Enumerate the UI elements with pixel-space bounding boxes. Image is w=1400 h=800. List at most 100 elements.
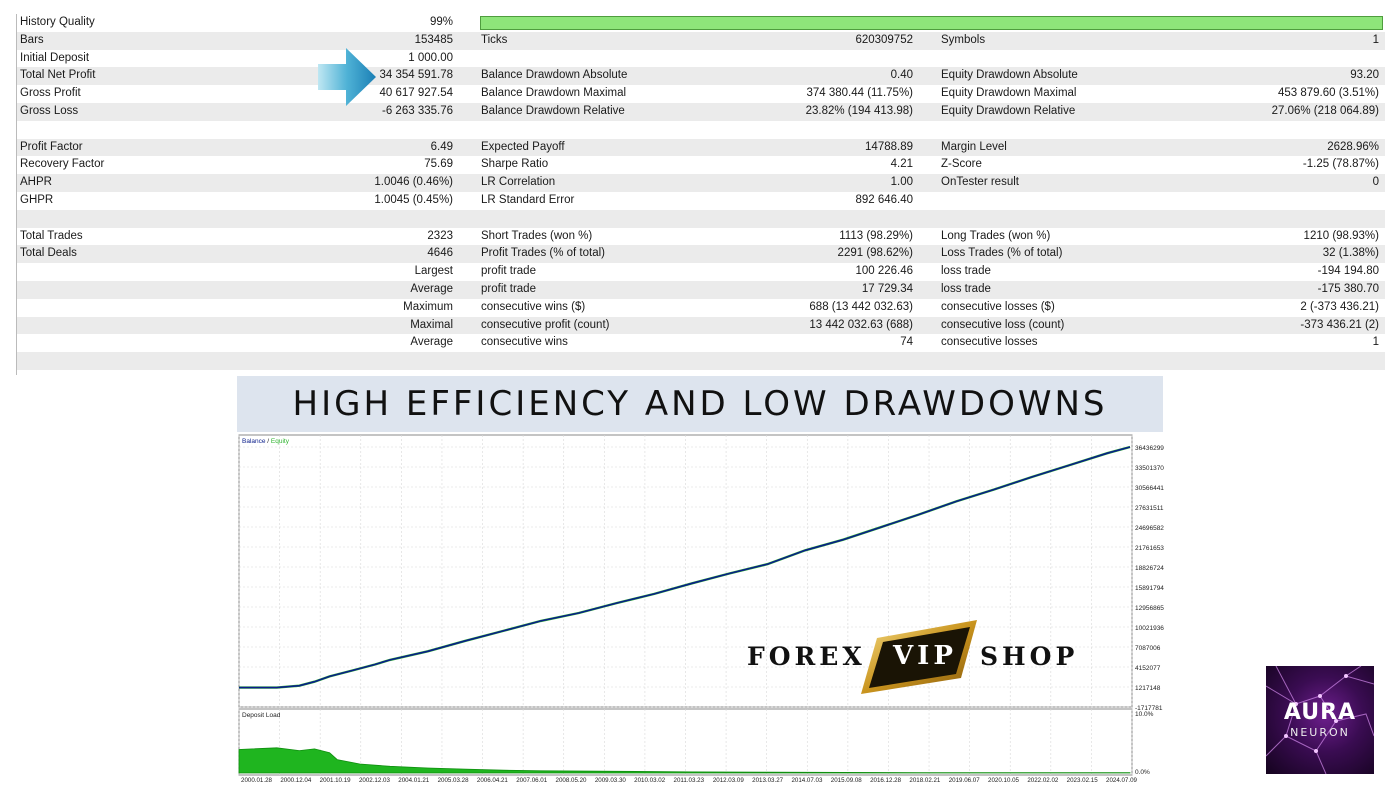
report-row: Gross Loss -6 263 335.76 Balance Drawdown … [17,103,1385,121]
report-row [17,209,1385,228]
report-row [17,352,1385,370]
y-tick-label: 30566441 [1135,485,1164,492]
report-label: Initial Deposit [20,51,90,64]
report-row: Maximum consecutive wins ($) 688 (13 442 0… [17,299,1385,317]
report-label: Profit Factor [20,140,83,153]
report-value: Average [410,283,453,295]
arrow-right-icon [318,48,376,106]
report-row: Average profit trade 17 729.34 loss trade -1… [17,281,1385,299]
report-value: 2323 [427,229,453,242]
report-value: 1.0045 (0.45%) [374,194,453,206]
report-value: 40 617 927.54 [379,87,453,100]
report-row [17,121,1385,139]
report-value: 892 646.40 [855,194,913,206]
deposit-load-title: Deposit Load [242,712,281,719]
report-value: 2 (-373 436.21) [1300,300,1379,313]
legend-separator: / [266,438,271,445]
report-value: -175 380.70 [1317,283,1379,295]
report-row: AHPR 1.0046 (0.46%) LR Correlation 1.00 OnTe… [17,174,1385,192]
report-label: Symbols [941,33,986,46]
report-value: Maximal [410,318,453,331]
x-tick-label: 2019.06.07 [949,777,981,784]
report-value: 23.82% (194 413.98) [805,105,913,117]
report-label: consecutive profit (count) [481,318,610,331]
report-label: Total Deals [20,247,77,260]
report-label: Gross Loss [20,105,79,117]
report-value: -194 194.80 [1317,265,1379,278]
report-label: consecutive wins [481,336,568,349]
report-value: 74 [900,336,913,349]
x-tick-label: 2024.07.09 [1106,777,1138,784]
x-tick-label: 2011.03.23 [674,777,705,784]
y-tick-label: 12956865 [1135,605,1164,612]
logo-word-forex: FOREX [747,642,866,671]
report-label: Profit Trades (% of total) [481,247,605,260]
report-value: 93.20 [1350,69,1379,82]
chart-legend: Balance / Equity [242,438,290,445]
balance-equity-chart: 36436299 33501370 30566441 27631511 24696582… [238,434,1164,784]
x-tick-label: 2010.03.02 [634,777,666,784]
report-value: -373 436.21 (2) [1300,318,1379,331]
report-row: Total Deals 4646 Profit Trades (% of total… [17,245,1385,264]
report-label: consecutive losses [941,336,1038,349]
report-row: Bars 153485 Ticks 620309752 Symbols 1 [17,31,1385,50]
report-label: consecutive wins ($) [481,300,586,313]
y-tick-label: 24696582 [1135,525,1164,532]
report-label: Total Trades [20,229,83,242]
report-label: Margin Level [941,140,1007,153]
report-row: Total Trades 2323 Short Trades (won %) 1113… [17,228,1385,246]
report-value: 1 [1372,336,1379,349]
report-row: GHPR 1.0045 (0.45%) LR Standard Error 892 6… [17,192,1385,210]
report-label: Bars [20,33,44,46]
x-tick-label: 2009.03.30 [595,777,627,784]
report-value: 688 (13 442 032.63) [809,300,913,313]
x-tick-label: 2002.12.03 [359,777,391,784]
report-value: 2291 (98.62%) [837,247,913,260]
report-label: Gross Profit [20,87,81,100]
load-tick-label: 10.0% [1135,711,1154,718]
report-value: 1.00 [890,176,913,189]
report-value: 75.69 [424,158,453,171]
report-table: History Quality 99% Bars 153485 Ticks 6203097… [16,14,1385,375]
x-tick-label: 2023.02.15 [1067,777,1099,784]
report-value: 2628.96% [1327,140,1379,153]
headline-text: HIGH EFFICIENCY AND LOW DRAWDOWNS [292,384,1108,424]
load-tick-label: 0.0% [1135,769,1150,776]
report-value: 32 (1.38%) [1322,247,1379,260]
report-label: Equity Drawdown Maximal [941,87,1077,100]
report-row: Largest profit trade 100 226.46 loss trade -… [17,263,1385,281]
x-tick-label: 2006.04.21 [477,777,509,784]
report-label: History Quality [20,16,95,28]
report-value: -6 263 335.76 [382,105,453,117]
y-tick-label: -1717781 [1135,705,1163,712]
history-quality-bar [480,16,1383,30]
aura-logo-name: AURA [1283,700,1357,725]
report-row: Average consecutive wins 74 consecutive los… [17,334,1385,352]
report-value: 100 226.46 [855,265,913,278]
report-row: Gross Profit 40 617 927.54 Balance Drawdow… [17,85,1385,103]
report-value: -1.25 (78.87%) [1302,158,1379,171]
report-value: Largest [414,265,453,278]
report-value: 1.0046 (0.46%) [374,176,453,189]
x-tick-label: 2020.10.05 [988,777,1020,784]
report-label: Ticks [481,33,508,46]
report-label: Total Net Profit [20,69,96,82]
y-tick-label: 1217148 [1135,685,1161,692]
report-value: 13 442 032.63 (688) [809,318,913,331]
x-tick-label: 2007.06.01 [516,777,548,784]
legend-equity: Equity [271,438,290,445]
report-value: 99% [429,16,453,28]
report-value: 14788.89 [865,140,913,153]
report-row: Maximal consecutive profit (count) 13 442 … [17,316,1385,335]
report-label: Loss Trades (% of total) [941,247,1063,260]
report-label: consecutive loss (count) [941,318,1065,331]
y-tick-label: 10021936 [1135,625,1164,632]
report-row: History Quality 99% [17,14,1385,32]
report-value: 1 000.00 [408,51,453,64]
x-tick-label: 2013.03.27 [752,777,784,784]
report-label: Balance Drawdown Maximal [481,87,627,100]
x-tick-label: 2014.07.03 [791,777,823,784]
y-tick-label: 18826724 [1135,565,1164,572]
x-tick-label: 2000.01.28 [241,777,273,784]
logo-word-shop: SHOP [980,642,1079,671]
